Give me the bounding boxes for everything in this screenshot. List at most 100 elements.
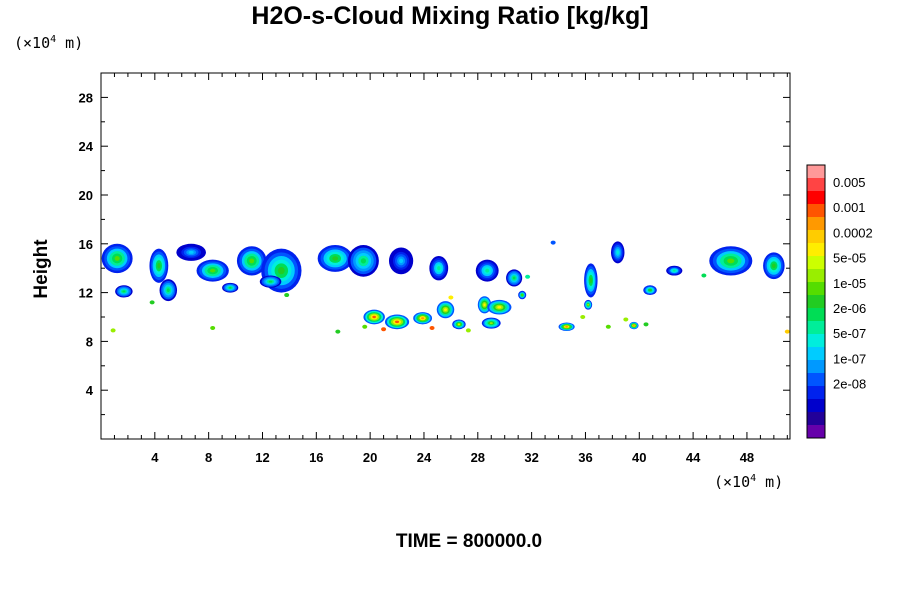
colorbar: 0.005 0.001 0.0002 5e-05 1e-05 2e-06 5e-07 1e-0… <box>806 164 873 439</box>
cloud-contour <box>332 256 339 261</box>
cloud-patch <box>584 263 598 298</box>
cloud-field <box>101 240 790 334</box>
cloud-contour <box>360 258 366 264</box>
cloud-patch <box>259 275 282 288</box>
cloud-patch <box>159 279 178 302</box>
cloud-speck <box>623 317 629 322</box>
cloud-contour <box>421 317 425 320</box>
cloud-speck <box>525 274 531 279</box>
cloud-patch <box>388 247 414 275</box>
cloud-patch <box>347 245 379 277</box>
x-tick-label: 40 <box>632 450 646 465</box>
x-axis-unit: (×104 m) <box>714 473 784 491</box>
cloud-contour <box>483 303 486 307</box>
x-tick-label: 8 <box>205 450 212 465</box>
colorbar-label: 0.0002 <box>833 225 873 240</box>
cloud-patch <box>115 285 133 298</box>
cloud-patch <box>506 269 523 287</box>
cloud-patch <box>452 319 466 330</box>
cloud-contour <box>122 290 126 293</box>
colorbar-swatch <box>807 334 825 347</box>
cloud-speck <box>643 322 649 327</box>
cloud-contour <box>632 324 635 327</box>
colorbar-swatch <box>807 191 825 204</box>
cloud-patch <box>481 317 501 329</box>
colorbar-swatch <box>807 347 825 360</box>
cloud-contour <box>188 250 194 254</box>
x-tick-label: 48 <box>740 450 754 465</box>
y-tick-label: 16 <box>79 237 93 252</box>
colorbar-label: 1e-07 <box>833 351 866 366</box>
cloud-patch <box>643 285 657 296</box>
cloud-contour <box>497 306 502 309</box>
cloud-patch <box>384 314 410 330</box>
colorbar-swatch <box>807 399 825 412</box>
cloud-speck <box>605 324 611 329</box>
cloud-contour <box>587 303 590 306</box>
cloud-contour <box>485 268 490 273</box>
cloud-patch <box>317 245 353 272</box>
colorbar-label: 0.001 <box>833 200 866 215</box>
cloud-patch <box>196 259 229 282</box>
x-tick-label: 36 <box>578 450 592 465</box>
cloud-contour <box>512 276 516 280</box>
cloud-speck <box>149 300 155 305</box>
colorbar-swatch <box>807 386 825 399</box>
cloud-speck <box>335 329 341 334</box>
y-tick-label: 12 <box>79 286 93 301</box>
cloud-patch <box>436 301 455 319</box>
cloud-speck <box>550 240 556 245</box>
cloud-speck <box>465 328 471 333</box>
x-tick-label: 12 <box>255 450 269 465</box>
cloud-patch <box>176 243 206 261</box>
cloud-patch <box>487 299 512 315</box>
cloud-patch <box>518 290 527 300</box>
colorbar-swatch <box>807 243 825 256</box>
cloud-contour <box>589 277 592 284</box>
cloud-contour <box>648 289 652 292</box>
cloud-speck <box>429 325 435 330</box>
cloud-contour <box>437 266 441 271</box>
cloud-contour <box>565 325 568 328</box>
colorbar-swatch <box>807 230 825 243</box>
cloud-contour <box>727 258 735 264</box>
cloud-contour <box>210 268 216 273</box>
cloud-contour <box>166 288 170 292</box>
x-tick-label: 16 <box>309 450 323 465</box>
cloud-speck <box>580 315 586 319</box>
colorbar-swatch <box>807 295 825 308</box>
colorbar-label: 2e-06 <box>833 301 866 316</box>
colorbar-label: 1e-05 <box>833 276 866 291</box>
cloud-patch <box>709 246 753 276</box>
time-label: TIME = 800000.0 <box>395 531 543 552</box>
cloud-contour <box>616 250 619 255</box>
cloud-contour <box>372 315 376 319</box>
cloud-contour <box>399 258 404 264</box>
cloud-patch <box>475 259 499 282</box>
cloud-contour <box>395 320 400 324</box>
chart-title: H2O-s-Cloud Mixing Ratio [kg/kg] <box>251 2 649 30</box>
colorbar-swatch <box>807 204 825 217</box>
y-axis-unit: (×104 m) <box>14 34 84 52</box>
cloud-patch <box>101 243 133 274</box>
colorbar-swatch <box>807 321 825 334</box>
colorbar-swatch <box>807 425 825 438</box>
cloud-patch <box>763 252 785 280</box>
colorbar-swatch <box>807 256 825 269</box>
x-tick-label: 20 <box>363 450 377 465</box>
colorbar-swatch <box>807 308 825 321</box>
cloud-patch <box>666 265 683 276</box>
cloud-speck <box>362 324 368 329</box>
cloud-speck <box>110 328 116 333</box>
cloud-patch <box>149 248 169 283</box>
colorbar-frame <box>806 164 826 439</box>
cloud-patch <box>236 246 267 276</box>
y-tick-label: 28 <box>79 90 93 105</box>
cloud-contour <box>489 322 493 325</box>
x-tick-label: 28 <box>471 450 485 465</box>
cloud-speck <box>784 329 790 334</box>
cloud-contour <box>157 262 161 269</box>
cloud-patch <box>611 241 625 264</box>
cloud-patch <box>558 322 575 332</box>
